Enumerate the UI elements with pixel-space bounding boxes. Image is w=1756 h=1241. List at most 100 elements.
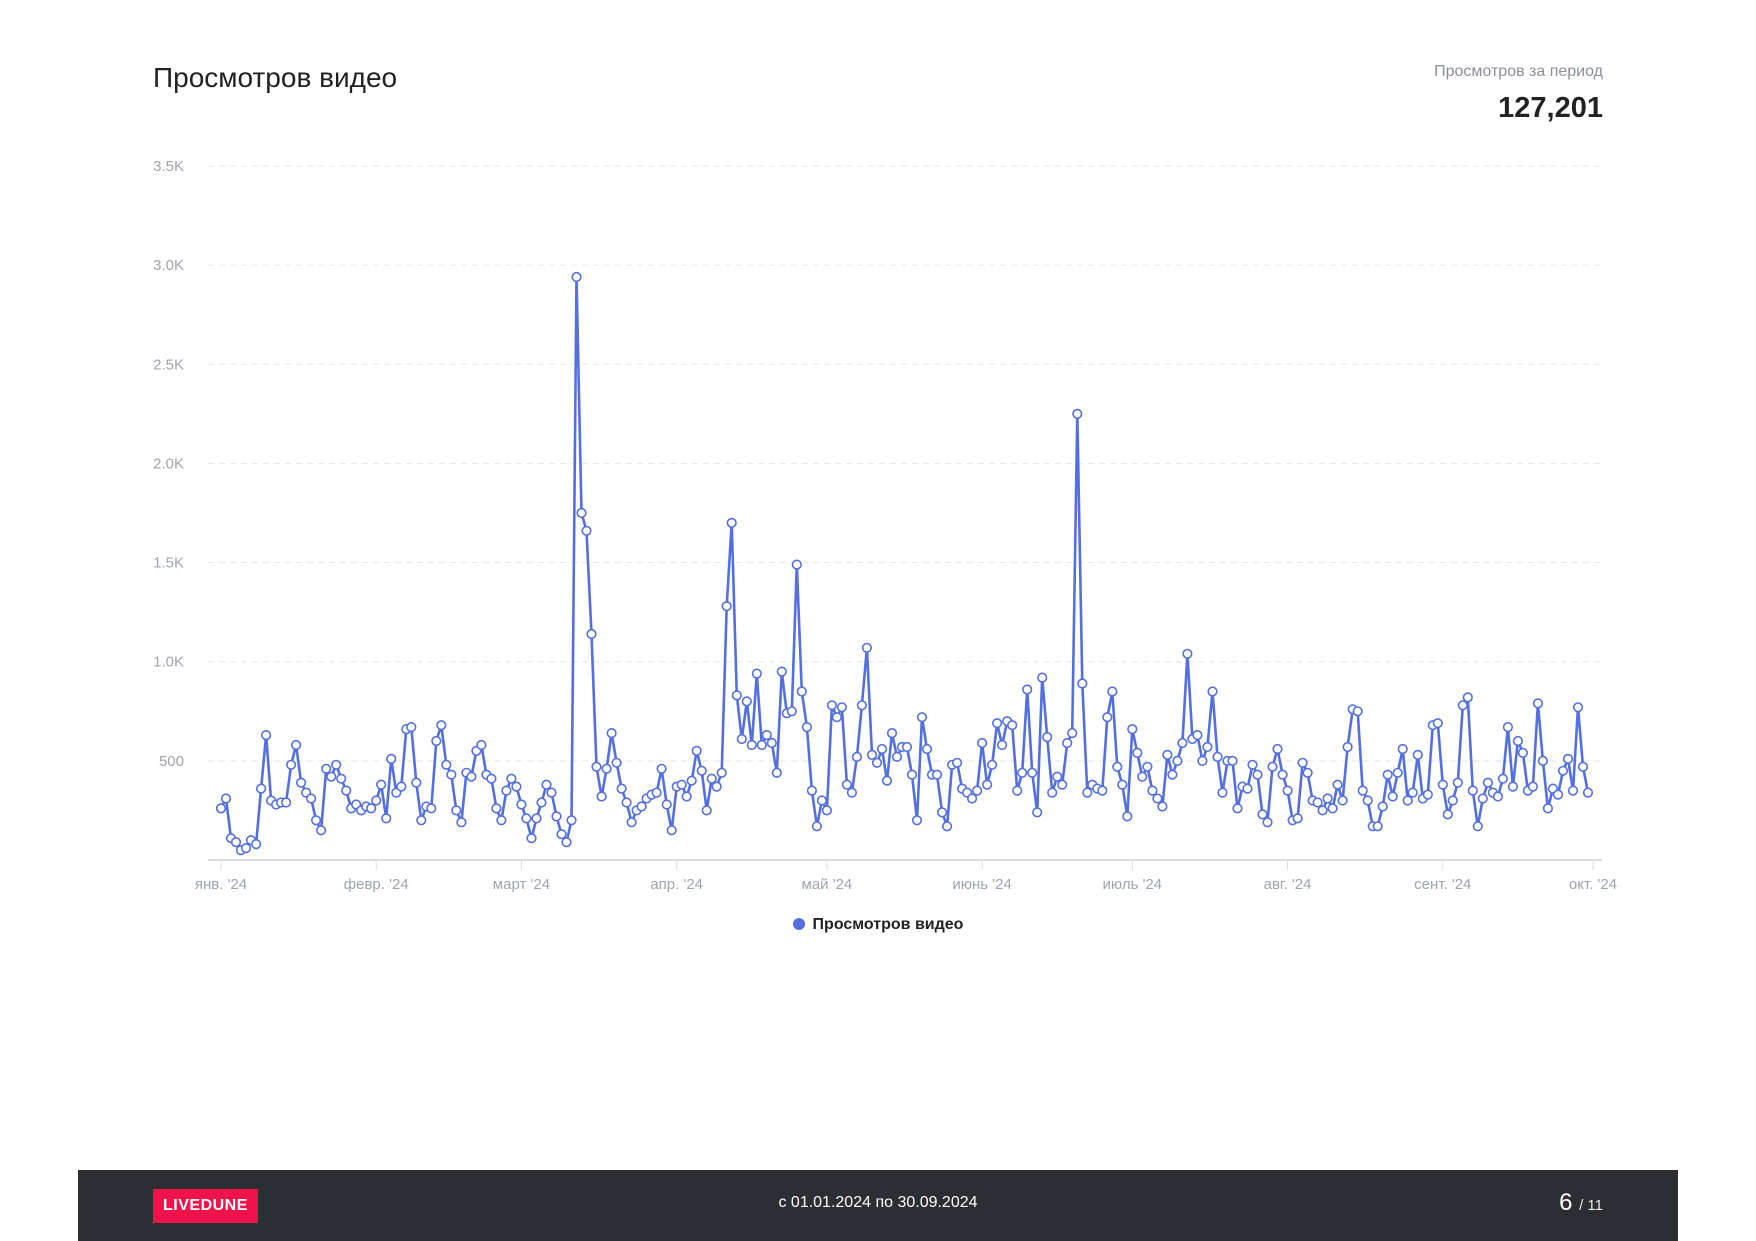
data-point[interactable]: [215, 803, 227, 814]
data-point[interactable]: [811, 821, 823, 832]
data-point[interactable]: [1037, 672, 1048, 683]
data-point[interactable]: [1392, 767, 1403, 778]
data-point[interactable]: [341, 785, 352, 796]
data-point[interactable]: [571, 271, 582, 283]
data-point[interactable]: [1472, 821, 1483, 832]
data-point[interactable]: [596, 791, 607, 802]
data-point[interactable]: [426, 803, 437, 814]
data-point[interactable]: [826, 700, 838, 711]
data-point[interactable]: [1577, 761, 1589, 772]
data-point[interactable]: [1572, 702, 1584, 713]
data-point[interactable]: [1172, 755, 1183, 767]
data-point[interactable]: [1322, 793, 1333, 804]
data-point[interactable]: [1352, 706, 1363, 717]
data-point[interactable]: [1147, 785, 1158, 796]
data-point[interactable]: [321, 763, 332, 774]
data-point[interactable]: [1442, 809, 1453, 820]
data-point[interactable]: [1067, 727, 1078, 739]
data-point[interactable]: [526, 833, 537, 844]
data-point[interactable]: [1182, 648, 1193, 659]
data-point[interactable]: [1177, 737, 1188, 749]
data-point[interactable]: [251, 838, 262, 850]
data-point[interactable]: [886, 727, 898, 739]
data-point[interactable]: [326, 771, 337, 782]
data-point[interactable]: [496, 815, 507, 826]
data-point[interactable]: [1317, 805, 1328, 816]
data-point[interactable]: [1542, 803, 1553, 814]
data-point[interactable]: [1557, 765, 1569, 776]
data-point[interactable]: [1052, 771, 1063, 782]
data-point[interactable]: [521, 813, 532, 824]
data-point[interactable]: [601, 763, 612, 774]
data-point[interactable]: [606, 727, 617, 739]
data-point[interactable]: [1007, 720, 1018, 731]
data-point[interactable]: [331, 759, 342, 770]
data-point[interactable]: [951, 757, 963, 768]
data-point[interactable]: [976, 737, 988, 749]
data-point[interactable]: [436, 720, 447, 731]
data-point[interactable]: [466, 771, 477, 782]
data-point[interactable]: [476, 739, 487, 751]
data-point[interactable]: [711, 781, 722, 792]
data-point[interactable]: [1077, 678, 1088, 689]
data-point[interactable]: [1197, 755, 1208, 767]
data-point[interactable]: [936, 807, 948, 818]
data-point[interactable]: [411, 777, 422, 788]
data-point[interactable]: [866, 749, 878, 761]
data-point[interactable]: [1207, 686, 1218, 697]
data-point[interactable]: [996, 739, 1008, 751]
data-point[interactable]: [1212, 751, 1223, 763]
data-point[interactable]: [891, 751, 903, 763]
data-point[interactable]: [636, 801, 647, 812]
data-point[interactable]: [1402, 795, 1413, 806]
data-point[interactable]: [981, 779, 993, 790]
data-point[interactable]: [701, 805, 712, 816]
data-point[interactable]: [1012, 785, 1023, 796]
data-point[interactable]: [406, 721, 417, 733]
data-point[interactable]: [1072, 408, 1083, 420]
data-point[interactable]: [506, 773, 517, 784]
data-point[interactable]: [1247, 759, 1258, 770]
data-point[interactable]: [220, 793, 232, 804]
data-point[interactable]: [651, 787, 662, 798]
data-point[interactable]: [796, 686, 807, 697]
data-point[interactable]: [966, 793, 978, 804]
data-point[interactable]: [1497, 773, 1508, 784]
data-point[interactable]: [1297, 757, 1308, 768]
data-point[interactable]: [721, 601, 732, 612]
data-point[interactable]: [1537, 755, 1548, 767]
data-point[interactable]: [1272, 743, 1283, 755]
data-point[interactable]: [376, 779, 387, 790]
data-point[interactable]: [516, 799, 527, 810]
data-point[interactable]: [1102, 712, 1113, 723]
data-point[interactable]: [1162, 749, 1173, 761]
data-point[interactable]: [1257, 809, 1268, 820]
data-point[interactable]: [751, 668, 762, 679]
data-point[interactable]: [1412, 749, 1423, 761]
data-point[interactable]: [676, 779, 687, 790]
data-point[interactable]: [1262, 817, 1273, 828]
data-point[interactable]: [1502, 721, 1513, 733]
data-point[interactable]: [616, 783, 627, 794]
data-point[interactable]: [581, 525, 592, 536]
data-point[interactable]: [1467, 785, 1478, 796]
data-point[interactable]: [1242, 783, 1253, 794]
data-point[interactable]: [801, 721, 813, 733]
data-point[interactable]: [941, 821, 953, 832]
data-point[interactable]: [816, 795, 828, 806]
data-point[interactable]: [831, 712, 843, 723]
data-point[interactable]: [911, 815, 923, 826]
data-point[interactable]: [731, 690, 742, 701]
data-point[interactable]: [1142, 761, 1153, 772]
data-point[interactable]: [541, 779, 552, 790]
data-point[interactable]: [691, 745, 702, 757]
data-point[interactable]: [240, 842, 252, 854]
data-point[interactable]: [1437, 779, 1448, 790]
data-point[interactable]: [286, 759, 297, 770]
data-point[interactable]: [1372, 821, 1383, 832]
data-point[interactable]: [441, 759, 452, 770]
data-point[interactable]: [881, 775, 893, 786]
data-point[interactable]: [1097, 785, 1108, 796]
data-point[interactable]: [1462, 692, 1473, 703]
data-point[interactable]: [1397, 743, 1408, 755]
